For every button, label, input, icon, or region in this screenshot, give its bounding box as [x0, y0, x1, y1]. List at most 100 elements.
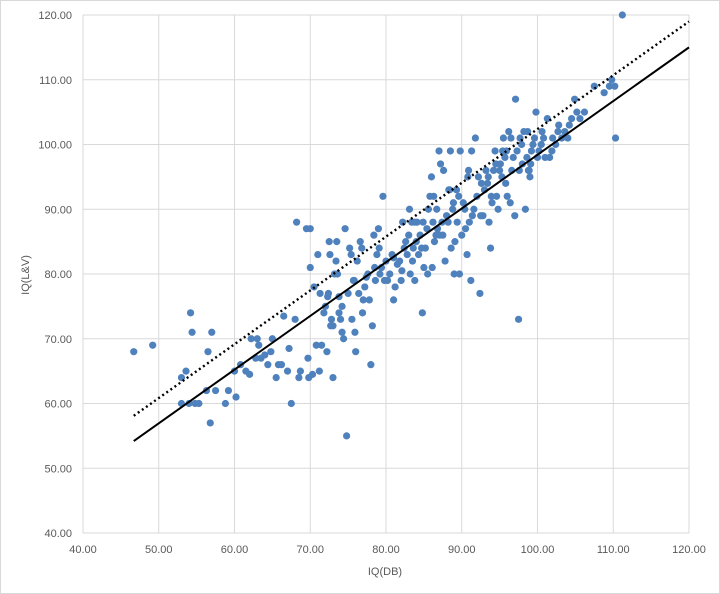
data-point: [318, 341, 326, 349]
data-point: [600, 89, 608, 97]
data-point: [526, 173, 534, 181]
data-point: [423, 225, 431, 233]
data-point: [373, 250, 381, 259]
data-point: [405, 231, 413, 239]
data-point: [315, 367, 323, 375]
data-point: [280, 312, 288, 320]
data-point: [339, 335, 348, 343]
data-point: [391, 283, 399, 291]
data-point: [419, 218, 427, 226]
data-point: [506, 199, 514, 207]
data-point: [195, 399, 203, 408]
data-point: [611, 134, 620, 142]
data-point: [513, 147, 521, 155]
data-point: [246, 370, 254, 378]
data-point: [408, 257, 417, 265]
data-point: [398, 267, 406, 275]
data-point: [502, 179, 510, 187]
y-tick-label: 50.00: [44, 463, 72, 475]
data-point: [375, 244, 383, 252]
data-point: [368, 322, 376, 330]
data-point: [403, 250, 411, 259]
data-point: [511, 212, 519, 220]
data-point: [530, 134, 539, 142]
data-point: [456, 147, 464, 155]
data-point: [459, 199, 467, 207]
data-point: [453, 218, 461, 226]
data-point: [327, 315, 336, 323]
x-tick-label: 100.00: [521, 544, 555, 556]
data-point: [267, 348, 275, 356]
dotted-trend-line: [133, 20, 690, 417]
data-point: [355, 289, 363, 298]
data-point: [499, 134, 508, 142]
data-point: [336, 315, 345, 323]
y-tick-label: 40.00: [44, 528, 72, 540]
data-point: [304, 354, 312, 362]
data-point: [611, 82, 619, 90]
data-point: [324, 289, 333, 298]
data-point: [463, 250, 471, 259]
data-point: [287, 399, 295, 408]
data-point: [365, 296, 373, 304]
data-point: [347, 250, 355, 259]
data-point: [471, 134, 479, 142]
gridlines: [82, 14, 690, 534]
data-point: [272, 374, 280, 382]
data-point: [327, 322, 335, 330]
data-point: [285, 344, 293, 353]
data-point: [465, 218, 473, 226]
data-point: [446, 147, 454, 155]
data-point: [546, 153, 554, 162]
data-point: [499, 147, 507, 155]
data-point: [618, 11, 626, 19]
data-point: [359, 296, 367, 304]
data-point: [488, 199, 496, 207]
data-point: [306, 263, 314, 272]
data-point: [477, 212, 485, 220]
data-point: [514, 315, 523, 323]
data-point: [277, 361, 286, 369]
data-point: [352, 348, 360, 356]
data-point: [517, 140, 526, 149]
data-point: [470, 205, 478, 213]
data-point: [335, 309, 343, 317]
data-point: [261, 351, 269, 359]
data-point: [358, 309, 367, 317]
data-point: [326, 250, 334, 259]
data-point: [451, 238, 459, 246]
data-point: [253, 335, 261, 343]
data-point: [389, 296, 398, 304]
data-point: [461, 225, 470, 233]
data-point: [439, 231, 447, 239]
data-point: [411, 218, 419, 226]
data-point: [211, 386, 220, 395]
data-point: [487, 192, 495, 200]
data-point: [430, 192, 438, 200]
data-point: [554, 127, 562, 136]
data-point: [221, 399, 230, 408]
data-point: [485, 218, 493, 226]
data-point: [527, 147, 536, 155]
data-point: [338, 328, 346, 336]
data-point: [430, 238, 439, 246]
data-point: [232, 393, 240, 401]
data-point: [409, 244, 417, 252]
data-point: [525, 166, 533, 174]
data-point: [467, 147, 476, 155]
data-point: [509, 153, 517, 162]
data-point: [455, 270, 464, 278]
data-point: [523, 153, 531, 162]
trend-lines: [133, 20, 690, 442]
data-point: [255, 341, 263, 349]
data-point: [567, 115, 576, 123]
data-point: [333, 270, 342, 278]
data-point: [486, 244, 495, 252]
data-point: [503, 192, 511, 200]
data-point: [402, 238, 410, 246]
data-point: [295, 374, 303, 382]
data-point: [539, 134, 548, 142]
data-point: [428, 263, 436, 272]
data-point: [483, 179, 492, 187]
